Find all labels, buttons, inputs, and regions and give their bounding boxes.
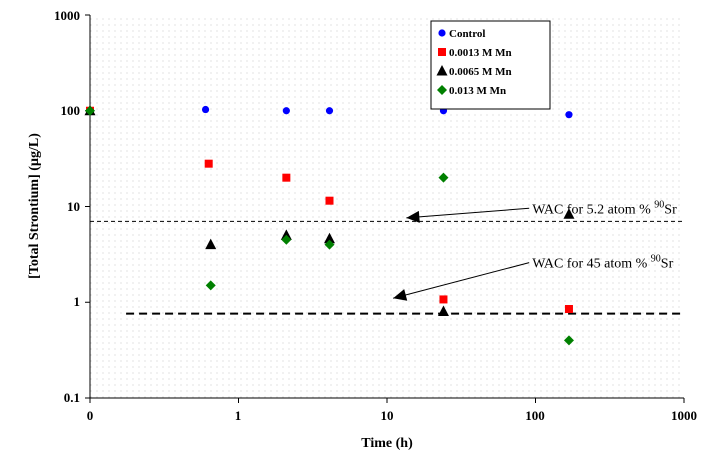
- annotation-superscript: 90: [651, 254, 661, 265]
- x-tick-label: 1000: [671, 408, 697, 423]
- data-point: [325, 107, 334, 115]
- data-point: [563, 335, 574, 346]
- data-point: [439, 295, 448, 304]
- annotation-arrow-line: [393, 262, 530, 299]
- legend-marker: [438, 29, 446, 37]
- data-point: [205, 238, 217, 250]
- legend-marker: [438, 48, 446, 56]
- data-point: [563, 208, 575, 219]
- legend-label: Control: [449, 28, 485, 40]
- data-point: [282, 173, 291, 182]
- annotation-text: WAC for 5.2 atom %: [532, 202, 654, 217]
- annotation-arrowhead: [406, 210, 420, 223]
- y-tick-label: 1000: [54, 8, 80, 23]
- legend-label: 0.013 M Mn: [449, 85, 506, 97]
- y-tick-label: 0.1: [64, 390, 80, 405]
- annotation-text-tail: Sr: [661, 257, 674, 272]
- data-point: [437, 305, 449, 317]
- data-point: [323, 232, 335, 244]
- annotation-text: WAC for 45 atom %: [532, 257, 651, 272]
- annotation-arrowhead: [393, 289, 408, 301]
- data-point: [438, 172, 449, 183]
- data-points: [84, 104, 575, 346]
- y-axis-title: [Total Strontium] (µg/L): [27, 133, 42, 279]
- data-point: [565, 111, 573, 119]
- y-tick-label: 100: [61, 103, 81, 118]
- legend-marker: [437, 85, 447, 95]
- data-point: [204, 159, 213, 168]
- annotation-superscript: 90: [654, 199, 664, 210]
- axes: [85, 14, 685, 403]
- legend-label: 0.0013 M Mn: [449, 47, 512, 59]
- legend-label: 0.0065 M Mn: [449, 66, 512, 78]
- legend-box: [430, 20, 551, 110]
- legend: Control 0.0013 M Mn 0.0065 M Mn 0.013 M Mn: [430, 20, 551, 110]
- y-tick-label: 10: [67, 199, 80, 214]
- x-tick-label: 100: [525, 408, 545, 423]
- data-point: [281, 234, 292, 245]
- data-point: [205, 280, 216, 291]
- annotation-label: WAC for 45 atom % 90Sr: [532, 254, 673, 272]
- reference-lines: [90, 220, 684, 315]
- annotation-label: WAC for 5.2 atom % 90Sr: [532, 199, 677, 217]
- data-point: [280, 229, 292, 240]
- data-point: [325, 196, 334, 205]
- x-tick-label: 10: [381, 408, 394, 423]
- annotation-text-tail: Sr: [664, 202, 677, 217]
- x-axis-title: Time (h): [361, 436, 413, 451]
- annotation-arrow-line: [406, 207, 530, 219]
- data-point: [564, 305, 573, 314]
- y-tick-label: 1: [74, 294, 81, 309]
- data-point: [85, 105, 95, 116]
- data-point: [282, 107, 290, 115]
- x-tick-label: 0: [87, 408, 94, 423]
- plot-background: [90, 15, 684, 398]
- legend-marker: [436, 65, 448, 76]
- x-tick-label: 1: [235, 408, 242, 423]
- data-point: [324, 239, 335, 250]
- data-point: [201, 105, 210, 114]
